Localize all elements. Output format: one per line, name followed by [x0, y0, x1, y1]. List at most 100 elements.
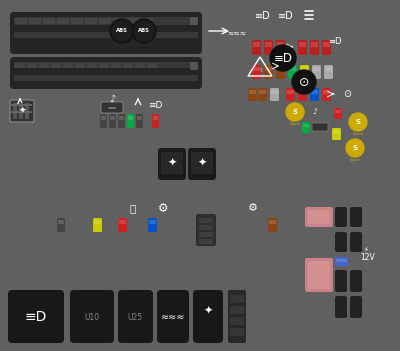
FancyBboxPatch shape	[10, 12, 202, 54]
Bar	[325, 67, 332, 71]
Bar	[94, 220, 101, 224]
Text: ⚙: ⚙	[248, 203, 258, 213]
FancyBboxPatch shape	[188, 148, 216, 180]
FancyBboxPatch shape	[312, 65, 321, 79]
Circle shape	[134, 21, 154, 41]
Bar	[63, 63, 73, 68]
Bar	[199, 232, 213, 237]
FancyBboxPatch shape	[298, 40, 307, 55]
FancyBboxPatch shape	[335, 296, 347, 318]
Bar	[161, 152, 183, 174]
FancyBboxPatch shape	[10, 57, 202, 89]
Text: ♪: ♪	[109, 94, 115, 104]
Bar	[191, 152, 213, 174]
Bar	[43, 18, 55, 24]
Bar	[13, 103, 17, 119]
FancyBboxPatch shape	[8, 290, 64, 343]
Bar	[14, 62, 198, 68]
Bar	[259, 90, 266, 94]
Bar	[58, 220, 64, 224]
Bar	[336, 259, 347, 262]
Bar	[99, 63, 109, 68]
FancyBboxPatch shape	[312, 123, 328, 131]
Bar	[323, 90, 330, 94]
FancyBboxPatch shape	[118, 114, 125, 128]
FancyBboxPatch shape	[10, 100, 34, 122]
Bar	[265, 42, 272, 47]
Bar	[87, 63, 97, 68]
Bar	[149, 220, 156, 224]
FancyBboxPatch shape	[196, 214, 216, 246]
Text: Spare: Spare	[289, 122, 301, 126]
Bar	[308, 261, 330, 275]
Bar	[119, 220, 126, 224]
Text: !: !	[259, 67, 261, 73]
Bar	[230, 328, 244, 336]
Text: S: S	[356, 119, 360, 125]
FancyBboxPatch shape	[276, 65, 285, 79]
Bar	[14, 32, 198, 38]
Bar	[147, 63, 157, 68]
FancyBboxPatch shape	[258, 88, 267, 101]
Text: ✦: ✦	[167, 158, 177, 168]
Bar	[311, 90, 318, 94]
Text: ≡D: ≡D	[278, 11, 294, 21]
Bar	[141, 18, 153, 24]
Text: ▬▬: ▬▬	[107, 105, 117, 110]
FancyBboxPatch shape	[300, 65, 309, 79]
FancyBboxPatch shape	[118, 218, 127, 232]
Text: ABS: ABS	[138, 28, 150, 33]
FancyBboxPatch shape	[118, 290, 153, 343]
FancyBboxPatch shape	[228, 290, 246, 343]
Text: ⊙: ⊙	[299, 75, 309, 88]
Bar	[249, 90, 256, 94]
Text: ⚙: ⚙	[158, 201, 168, 214]
Bar	[19, 103, 23, 119]
FancyBboxPatch shape	[350, 296, 362, 318]
Text: ≡D: ≡D	[274, 52, 292, 65]
FancyBboxPatch shape	[252, 40, 261, 55]
Circle shape	[110, 19, 134, 43]
Bar	[303, 124, 309, 127]
Bar	[333, 130, 340, 134]
Bar	[253, 42, 260, 47]
Bar	[11, 111, 32, 113]
Bar	[113, 18, 125, 24]
Bar	[277, 67, 284, 71]
Bar	[230, 306, 244, 314]
FancyBboxPatch shape	[193, 290, 223, 343]
FancyBboxPatch shape	[70, 290, 114, 343]
Text: 📯: 📯	[130, 203, 136, 213]
FancyBboxPatch shape	[298, 88, 307, 101]
FancyBboxPatch shape	[286, 88, 295, 101]
Bar	[85, 18, 97, 24]
FancyBboxPatch shape	[335, 232, 347, 252]
Bar	[14, 17, 198, 25]
Bar	[27, 63, 37, 68]
FancyBboxPatch shape	[152, 114, 159, 128]
Text: ⊙: ⊙	[343, 89, 351, 99]
Text: ≡D: ≡D	[255, 11, 271, 21]
FancyBboxPatch shape	[264, 40, 273, 55]
Text: S: S	[292, 109, 298, 115]
Bar	[128, 116, 133, 120]
Text: ≡D: ≡D	[328, 38, 342, 46]
FancyBboxPatch shape	[101, 102, 123, 113]
FancyBboxPatch shape	[335, 270, 347, 292]
Circle shape	[286, 103, 304, 121]
Bar	[308, 210, 330, 224]
Bar	[153, 116, 158, 120]
Text: S: S	[352, 145, 358, 151]
Bar	[39, 63, 49, 68]
FancyBboxPatch shape	[335, 257, 348, 266]
FancyBboxPatch shape	[268, 218, 277, 232]
Bar	[271, 90, 278, 94]
FancyBboxPatch shape	[248, 88, 257, 101]
Bar	[230, 317, 244, 325]
Bar	[311, 42, 318, 47]
Bar	[137, 116, 142, 120]
FancyBboxPatch shape	[264, 65, 273, 79]
Bar	[29, 18, 41, 24]
Bar	[301, 67, 308, 71]
Bar	[299, 90, 306, 94]
